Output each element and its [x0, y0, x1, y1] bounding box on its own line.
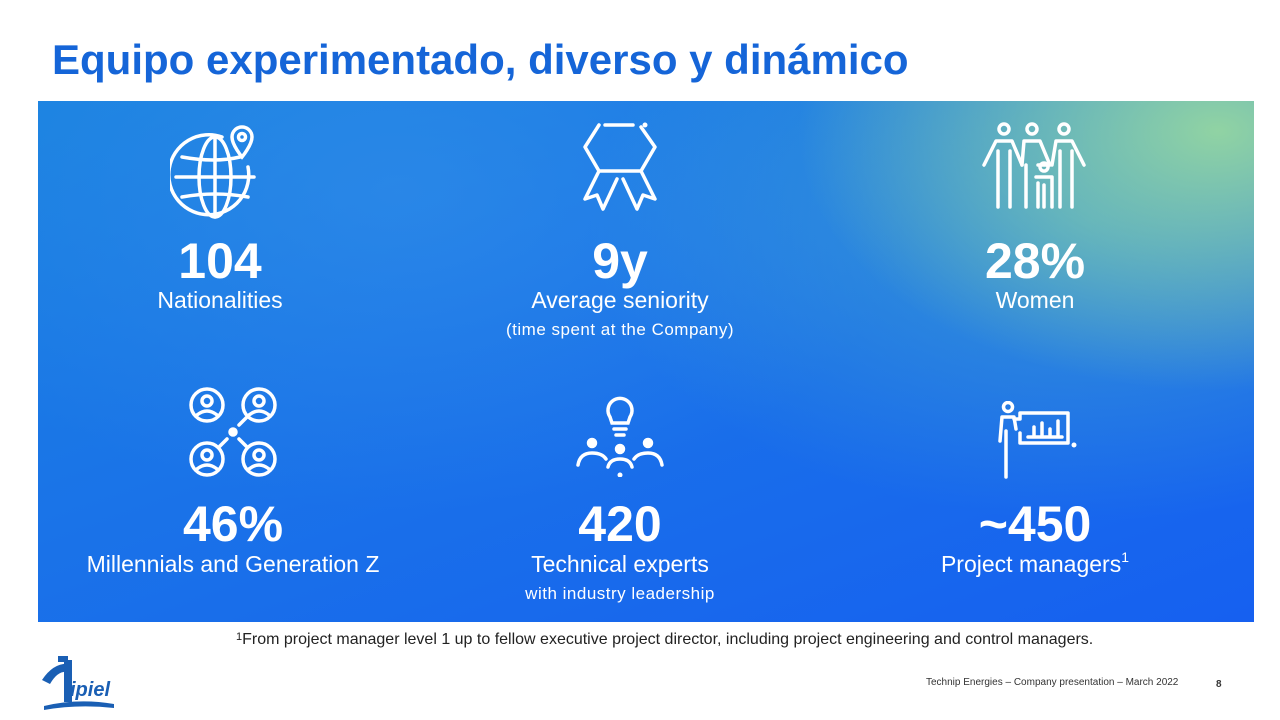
- stat-women: 28% Women: [835, 101, 1235, 361]
- stat-value: 28%: [984, 233, 1086, 289]
- footnote: 1From project manager level 1 up to fell…: [236, 631, 1094, 648]
- svg-text:ipiel: ipiel: [70, 679, 110, 701]
- stat-label: Average seniority: [531, 287, 709, 313]
- award-ribbon-icon: [575, 121, 665, 217]
- stat-millennials: 46% Millennials and Generation Z: [38, 371, 433, 621]
- lightbulb-team-icon: [572, 387, 668, 477]
- stat-label: Technical experts: [531, 551, 709, 577]
- page-number: 8: [1216, 679, 1222, 690]
- footnote-marker: 1: [236, 631, 243, 643]
- stat-label: Millennials and Generation Z: [86, 551, 380, 577]
- stat-nationalities: 104 Nationalities: [38, 101, 420, 361]
- tipiel-logo: ipiel: [40, 654, 116, 712]
- slide-title: Equipo experimentado, diverso y dinámico: [52, 36, 909, 83]
- stat-label: Project managers1: [940, 549, 1130, 577]
- globe-location-icon: [170, 119, 270, 219]
- stat-seniority: 9y Average seniority (time spent at the …: [420, 101, 820, 361]
- stat-value: 9y: [592, 233, 648, 289]
- stat-value: 104: [178, 233, 262, 289]
- stats-panel: 104 Nationalities 9y Average seniority (…: [38, 101, 1254, 622]
- stat-value: ~450: [978, 496, 1092, 552]
- stat-project-managers: ~450 Project managers1: [835, 371, 1235, 621]
- stat-sublabel: with industry leadership: [525, 584, 715, 603]
- stat-value: 46%: [182, 496, 284, 552]
- stat-technical-experts: 420 Technical experts with industry lead…: [420, 371, 820, 621]
- stat-sublabel: (time spent at the Company): [506, 320, 734, 339]
- family-icon: [980, 121, 1090, 211]
- people-network-icon: [183, 387, 283, 477]
- stat-label: Nationalities: [157, 287, 283, 313]
- footnote-marker: 1: [1121, 549, 1130, 565]
- stat-label: Women: [995, 287, 1075, 313]
- footer-text: Technip Energies – Company presentation …: [926, 677, 1179, 688]
- presenter-chart-icon: [990, 401, 1080, 481]
- stat-value: 420: [578, 496, 662, 552]
